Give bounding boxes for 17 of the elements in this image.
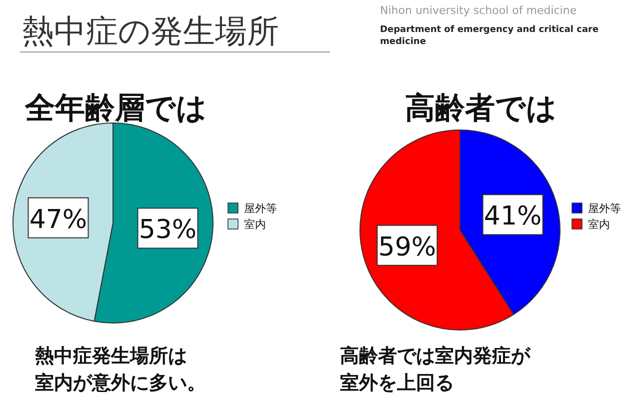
chart-title: 高齢者では	[405, 91, 557, 126]
text: 室内が意外に多い。	[35, 372, 206, 394]
data-label: 59%	[378, 232, 436, 262]
legend-label: 屋外等	[588, 202, 621, 215]
text: 高齢者では室内発症が	[340, 345, 531, 367]
text: 熱中症発生場所は	[34, 345, 187, 367]
data-label: 53%	[138, 215, 197, 246]
text: 室外を上回る	[340, 372, 454, 394]
legend-label: 室内	[244, 218, 266, 231]
data-label: 41%	[484, 202, 542, 232]
text: Nihon university school of medicine	[380, 4, 577, 17]
legend-label: 屋外等	[244, 202, 277, 215]
legend-label: 室内	[588, 218, 610, 231]
text: 熱中症の発生場所	[22, 13, 279, 49]
data-label: 47%	[29, 204, 88, 235]
chart-title: 全年齢層では	[24, 91, 207, 126]
text: Department of emergency and critical care medicine	[380, 25, 599, 47]
